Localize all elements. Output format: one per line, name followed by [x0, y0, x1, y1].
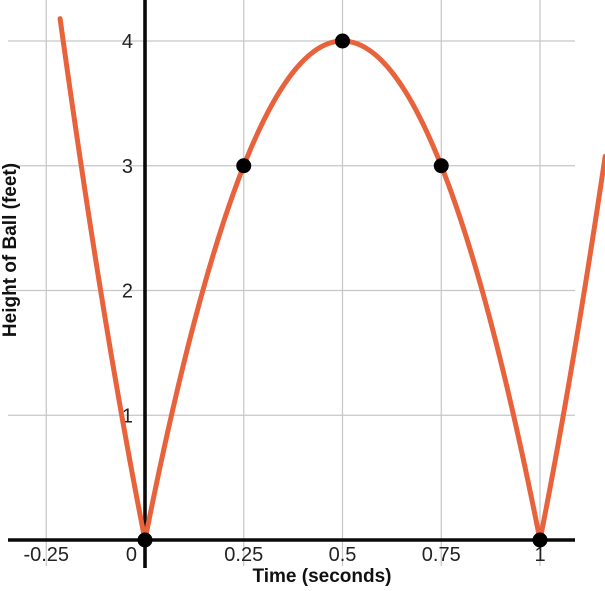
y-tick-label: 4	[122, 31, 133, 53]
data-point	[236, 158, 252, 174]
y-axis-title: Height of Ball (feet)	[0, 162, 21, 338]
x-axis-title: Time (seconds)	[252, 566, 392, 587]
x-tick-label: -0.25	[23, 544, 69, 566]
x-tick-label: 0.5	[329, 544, 357, 566]
x-tick-label: 0.75	[422, 544, 461, 566]
origin-tick-label: 0	[126, 544, 137, 566]
curve-path	[57, 16, 605, 541]
data-point	[532, 532, 548, 548]
x-tick-label: 1	[534, 544, 545, 566]
y-tick-label: 3	[122, 156, 133, 178]
y-tick-label: 2	[122, 281, 133, 303]
x-tick-label: 0.25	[224, 544, 263, 566]
data-point	[433, 158, 449, 174]
data-point	[335, 33, 350, 49]
y-tick-label: 1	[122, 405, 133, 427]
data-point	[137, 532, 153, 548]
